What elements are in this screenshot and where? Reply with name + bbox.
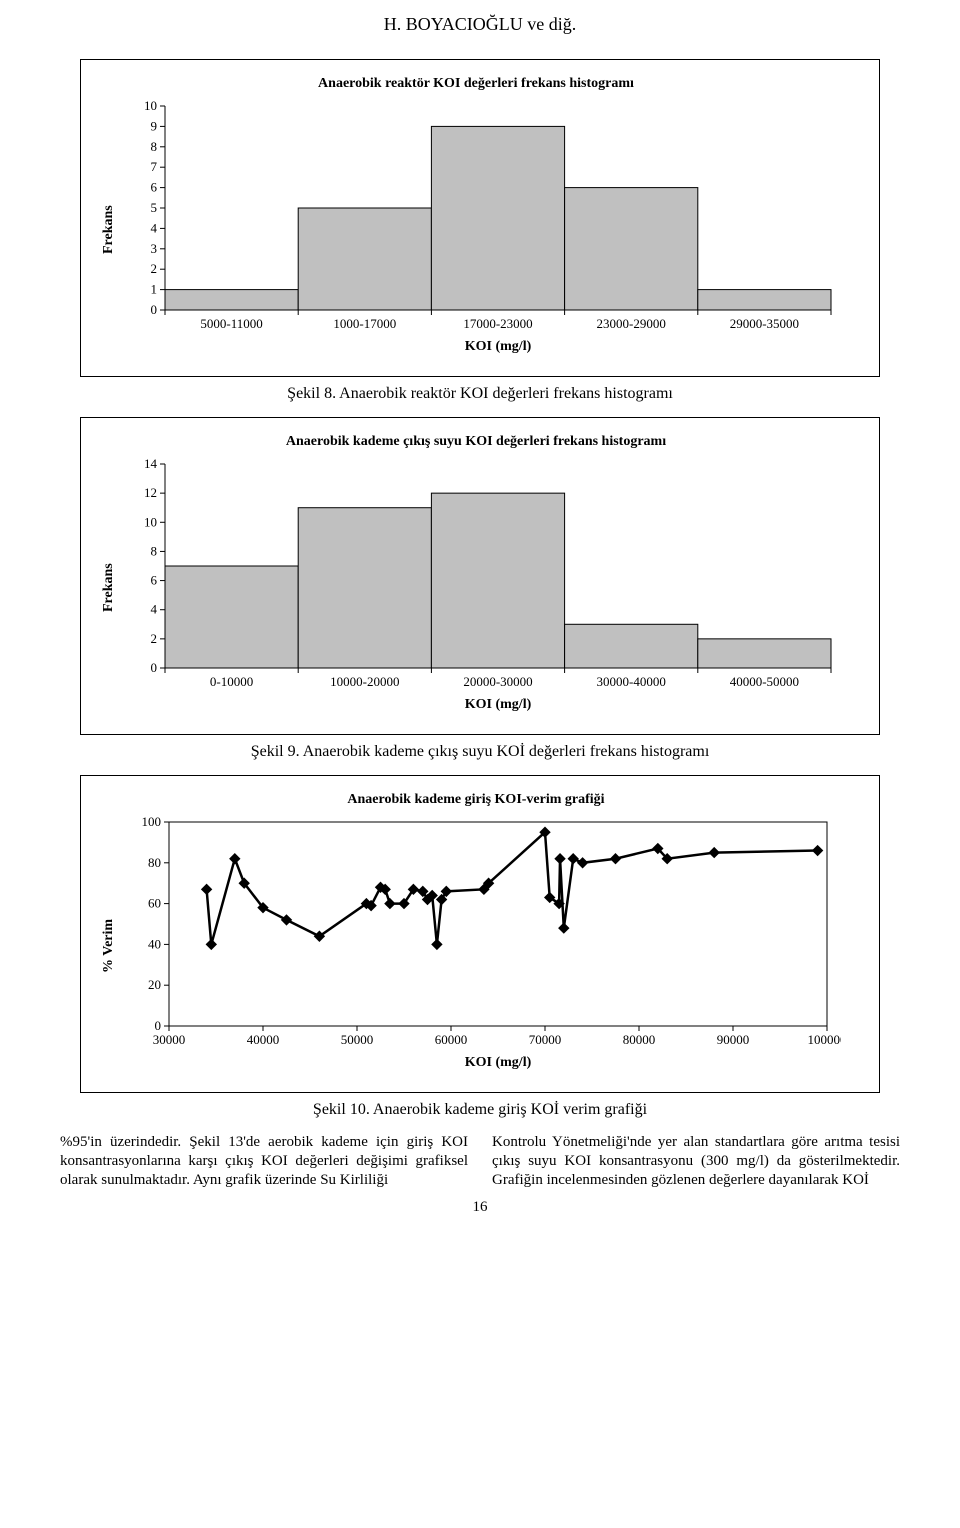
svg-text:20: 20 (148, 977, 161, 992)
svg-text:50000: 50000 (341, 1032, 374, 1047)
svg-text:KOI (mg/l): KOI (mg/l) (465, 339, 532, 354)
chart3-title: Anaerobik kademe giriş KOI-verim grafiği (97, 792, 855, 816)
svg-text:20000-30000: 20000-30000 (463, 674, 532, 689)
caption-9: Şekil 9. Anaerobik kademe çıkış suyu KOİ… (80, 743, 880, 761)
svg-text:17000-23000: 17000-23000 (463, 316, 532, 331)
svg-text:KOI (mg/l): KOI (mg/l) (465, 697, 532, 712)
caption-8: Şekil 8. Anaerobik reaktör KOI değerleri… (80, 385, 880, 403)
figure-8-box: Anaerobik reaktör KOI değerleri frekans … (80, 59, 880, 377)
svg-text:1: 1 (151, 282, 158, 297)
page-number: 16 (20, 1189, 940, 1216)
figure-10-box: Anaerobik kademe giriş KOI-verim grafiği… (80, 775, 880, 1093)
caption-10: Şekil 10. Anaerobik kademe giriş KOİ ver… (80, 1101, 880, 1119)
svg-text:6: 6 (151, 180, 158, 195)
svg-text:KOI (mg/l): KOI (mg/l) (465, 1055, 532, 1070)
chart1-svg: 0 1 2 3 4 5 6 7 8 9 10 5000-11000 1000-17000 17000-23… (121, 100, 841, 360)
svg-text:0: 0 (151, 660, 158, 675)
figure-9-box: Anaerobik kademe çıkış suyu KOI değerler… (80, 417, 880, 735)
svg-text:8: 8 (151, 543, 158, 558)
svg-text:5000-11000: 5000-11000 (200, 316, 262, 331)
svg-text:12: 12 (144, 485, 157, 500)
svg-text:8: 8 (151, 139, 158, 154)
svg-text:40000: 40000 (247, 1032, 280, 1047)
chart1-title: Anaerobik reaktör KOI değerleri frekans … (97, 76, 855, 100)
svg-text:0: 0 (155, 1018, 162, 1033)
chart2-ylabel: Frekans (97, 458, 121, 718)
svg-text:80: 80 (148, 855, 161, 870)
body-left: %95'in üzerindedir. Şekil 13'de aerobik … (60, 1133, 468, 1189)
svg-text:0-10000: 0-10000 (210, 674, 253, 689)
svg-text:40000-50000: 40000-50000 (730, 674, 799, 689)
svg-text:5: 5 (151, 200, 158, 215)
page-header: H. BOYACIOĞLU ve diğ. (20, 0, 940, 45)
svg-text:14: 14 (144, 458, 158, 471)
svg-text:60000: 60000 (435, 1032, 468, 1047)
chart3-ylabel: % Verim (97, 816, 121, 1076)
svg-text:2: 2 (151, 261, 158, 276)
chart1-ylabel: Frekans (97, 100, 121, 360)
svg-text:3: 3 (151, 241, 158, 256)
body-right: Kontrolu Yönetmeliği'nde yer alan standa… (492, 1133, 900, 1189)
svg-text:100: 100 (142, 816, 162, 829)
svg-text:30000-40000: 30000-40000 (597, 674, 666, 689)
svg-text:6: 6 (151, 573, 158, 588)
svg-text:2: 2 (151, 631, 158, 646)
body-columns: %95'in üzerindedir. Şekil 13'de aerobik … (60, 1133, 900, 1189)
svg-text:29000-35000: 29000-35000 (730, 316, 799, 331)
svg-text:80000: 80000 (623, 1032, 656, 1047)
svg-text:4: 4 (151, 602, 158, 617)
svg-text:4: 4 (151, 220, 158, 235)
svg-text:100000: 100000 (808, 1032, 842, 1047)
svg-text:9: 9 (151, 118, 158, 133)
svg-text:10: 10 (144, 514, 157, 529)
svg-text:10000-20000: 10000-20000 (330, 674, 399, 689)
svg-text:90000: 90000 (717, 1032, 750, 1047)
chart2-svg: 0 2 4 6 8 10 12 14 0-10000 10000-20000 20000-30000… (121, 458, 841, 718)
svg-text:70000: 70000 (529, 1032, 562, 1047)
svg-text:0: 0 (151, 302, 158, 317)
svg-text:7: 7 (151, 159, 158, 174)
chart3-svg: 0 20 40 60 80 100 30000 40000 50000 60000 70000 800… (121, 816, 841, 1076)
svg-text:1000-17000: 1000-17000 (333, 316, 396, 331)
svg-text:30000: 30000 (153, 1032, 186, 1047)
svg-text:10: 10 (144, 100, 157, 113)
svg-text:23000-29000: 23000-29000 (597, 316, 666, 331)
chart2-title: Anaerobik kademe çıkış suyu KOI değerler… (97, 434, 855, 458)
svg-text:60: 60 (148, 896, 161, 911)
svg-text:40: 40 (148, 936, 161, 951)
